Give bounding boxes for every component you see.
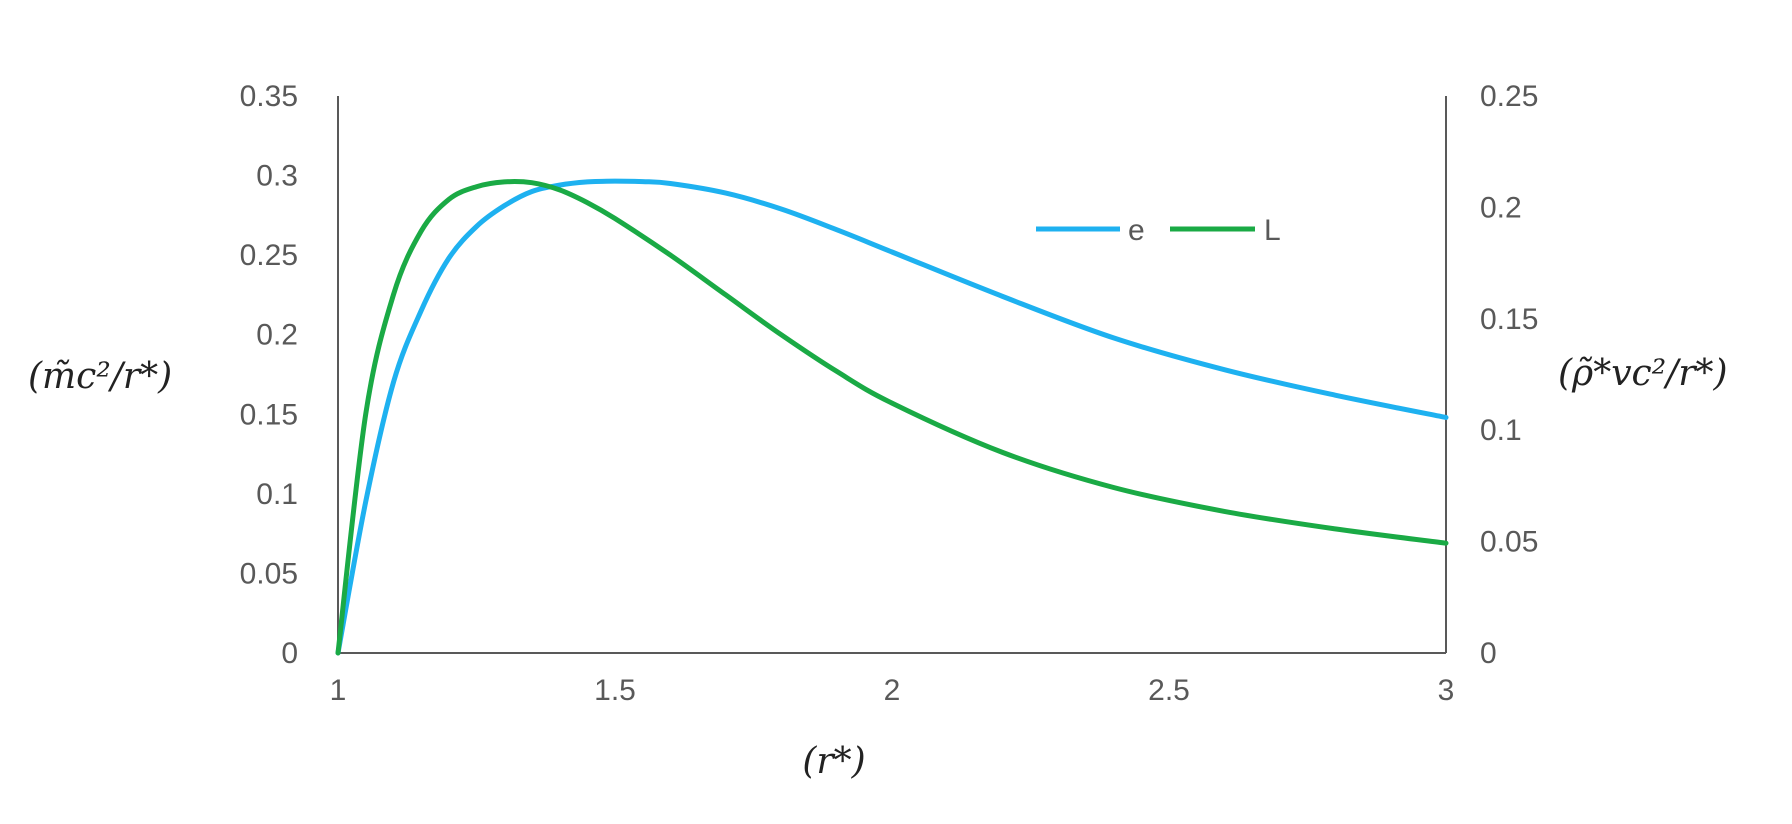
axes: 1 1.5 2 2.5 300.050.10.150.20.250.30.3500.05… [240, 80, 1539, 707]
series-line-e [335, 178, 1449, 656]
y-tick-label: 0 [281, 637, 298, 670]
x-tick-label: 1.5 [594, 674, 636, 707]
legend-label-e: e [1128, 214, 1145, 247]
y2-tick-label: 0.15 [1480, 303, 1538, 336]
y2-tick-label: 0.25 [1480, 80, 1538, 113]
y-tick-label: 0.2 [256, 319, 298, 352]
y2-axis-title: (ρ̃*vc²/r*) [1558, 353, 1728, 394]
y-tick-label: 0.35 [240, 80, 298, 113]
y-tick-label: 0.15 [240, 398, 298, 431]
y-tick-label: 0.3 [256, 160, 298, 193]
y2-tick-label: 0 [1480, 637, 1497, 670]
plot-area [335, 178, 1449, 656]
x-tick-label: 2.5 [1148, 674, 1190, 707]
x-tick-label: 1 [330, 674, 347, 707]
y-tick-label: 0.05 [240, 557, 298, 590]
y2-tick-label: 0.05 [1480, 526, 1538, 559]
y-tick-label: 0.1 [256, 478, 298, 511]
x-tick-label: 2 [884, 674, 901, 707]
y2-tick-label: 0.2 [1480, 191, 1522, 224]
legend-label-L: L [1264, 214, 1281, 247]
x-axis-title: (r*) [802, 741, 865, 782]
series-line-L [335, 179, 1449, 656]
y2-tick-label: 0.1 [1480, 414, 1522, 447]
y-tick-label: 0.25 [240, 239, 298, 272]
x-tick-label: 3 [1438, 674, 1455, 707]
y-axis-title: (m̃c²/r*) [28, 356, 172, 397]
